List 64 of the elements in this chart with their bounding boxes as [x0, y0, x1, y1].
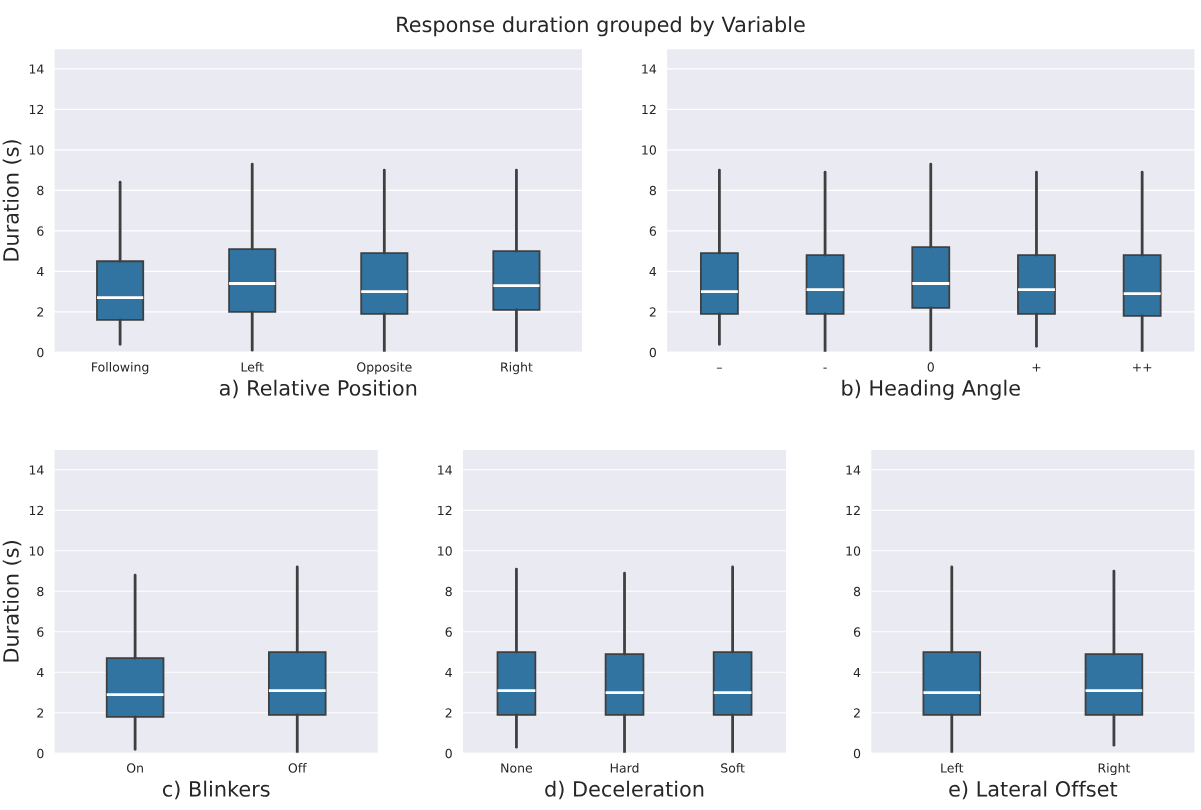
x-tick-label: Hard	[610, 763, 639, 773]
x-tick-label: ++	[1133, 363, 1152, 372]
y-tick-label: 14	[642, 64, 657, 74]
y-tick-label: 14	[846, 465, 861, 475]
x-tick-label: None	[501, 763, 533, 773]
x-tick-label: Off	[288, 763, 307, 773]
x-axis-title: e) Lateral Offset	[949, 780, 1118, 800]
x-axis-title: a) Relative Position	[219, 379, 417, 399]
x-tick-label: 0	[927, 362, 934, 372]
y-tick-label: 2	[445, 708, 452, 718]
y-tick-label: 8	[445, 586, 452, 597]
y-tick-label: 0	[37, 347, 44, 358]
y-tick-label: 2	[37, 708, 44, 718]
y-tick-label: 0	[445, 748, 452, 759]
y-tick-label: 4	[649, 266, 657, 277]
x-axis-title: c) Blinkers	[162, 780, 270, 800]
y-tick-label: 10	[438, 546, 452, 556]
y-tick-label: 6	[37, 226, 44, 236]
x-axis-title: d) Deceleration	[545, 780, 704, 800]
y-tick-label: 2	[37, 307, 44, 317]
y-tick-label: 4	[445, 667, 452, 678]
y-tick-label: 6	[853, 627, 861, 637]
y-tick-label: 12	[29, 505, 44, 516]
y-tick-label: 2	[853, 708, 860, 718]
x-tick-label: -	[823, 367, 827, 369]
y-tick-label: 4	[36, 266, 44, 277]
y-tick-label: 10	[642, 145, 656, 155]
y-tick-label: 14	[29, 64, 44, 74]
y-tick-label: 6	[37, 627, 44, 637]
x-tick-label: Left	[941, 763, 964, 773]
y-tick-label: 14	[438, 465, 452, 475]
y-tick-label: 0	[649, 347, 656, 358]
y-tick-label: 8	[37, 185, 44, 196]
y-tick-label: 12	[438, 505, 452, 516]
x-tick-label: Following	[92, 362, 149, 375]
x-tick-label: Opposite	[357, 362, 412, 375]
y-tick-label: 10	[29, 546, 44, 556]
y-axis-title: Duration (s)	[2, 140, 22, 261]
y-tick-label: 10	[29, 145, 44, 155]
y-tick-label: 6	[649, 226, 657, 236]
x-tick-label: Right	[501, 362, 533, 375]
y-tick-label: 0	[37, 748, 44, 759]
x-tick-label: On	[126, 763, 143, 773]
x-tick-label: Right	[1098, 763, 1131, 776]
y-tick-label: 12	[642, 104, 656, 115]
x-tick-label: +	[1032, 363, 1041, 372]
y-tick-label: 4	[36, 667, 44, 678]
x-tick-label: Left	[241, 362, 264, 372]
chart-title: Response duration grouped by Variable	[397, 16, 805, 37]
y-tick-label: 10	[846, 546, 861, 556]
y-tick-label: 0	[853, 748, 861, 759]
y-tick-label: 6	[445, 627, 452, 637]
y-axis-title: Duration (s)	[2, 541, 22, 662]
y-tick-label: 14	[29, 465, 44, 475]
y-tick-label: 12	[29, 104, 44, 115]
y-tick-label: 8	[853, 586, 861, 597]
y-tick-label: 8	[37, 586, 44, 597]
x-axis-title: b) Heading Angle	[842, 379, 1020, 400]
y-tick-label: 8	[649, 185, 656, 196]
x-tick-label: Soft	[721, 763, 745, 773]
y-tick-label: 12	[846, 505, 860, 516]
x-tick-label: –	[716, 367, 722, 369]
y-tick-label: 4	[853, 667, 861, 678]
y-tick-label: 2	[649, 307, 656, 317]
